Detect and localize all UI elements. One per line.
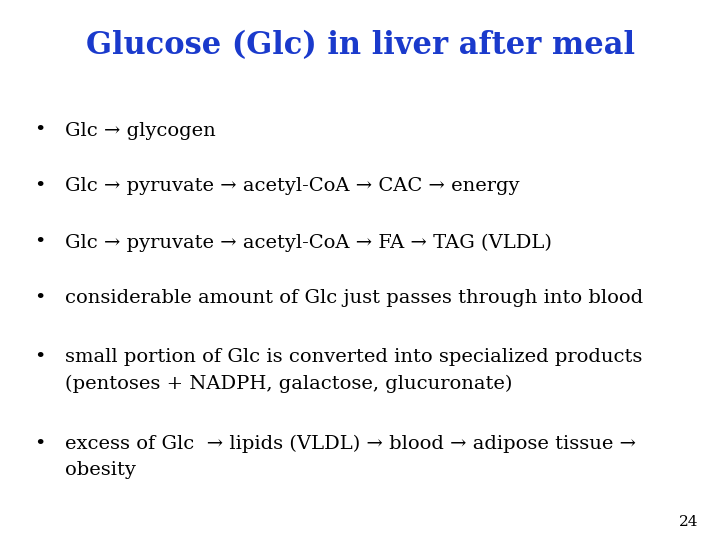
Text: Glc → pyruvate → acetyl-CoA → CAC → energy: Glc → pyruvate → acetyl-CoA → CAC → ener… bbox=[65, 177, 519, 195]
Text: •: • bbox=[34, 177, 45, 195]
Text: Glucose (Glc) in liver after meal: Glucose (Glc) in liver after meal bbox=[86, 30, 634, 60]
Text: Glc → pyruvate → acetyl-CoA → FA → TAG (VLDL): Glc → pyruvate → acetyl-CoA → FA → TAG (… bbox=[65, 233, 552, 252]
Text: 24: 24 bbox=[679, 515, 698, 529]
Text: considerable amount of Glc just passes through into blood: considerable amount of Glc just passes t… bbox=[65, 289, 643, 307]
Text: •: • bbox=[34, 233, 45, 251]
Text: Glc → glycogen: Glc → glycogen bbox=[65, 122, 215, 139]
Text: excess of Glc  → lipids (VLDL) → blood → adipose tissue →
obesity: excess of Glc → lipids (VLDL) → blood → … bbox=[65, 435, 636, 480]
Text: •: • bbox=[34, 348, 45, 366]
Text: small portion of Glc is converted into specialized products
(pentoses + NADPH, g: small portion of Glc is converted into s… bbox=[65, 348, 642, 393]
Text: •: • bbox=[34, 122, 45, 139]
Text: •: • bbox=[34, 289, 45, 307]
Text: •: • bbox=[34, 435, 45, 453]
